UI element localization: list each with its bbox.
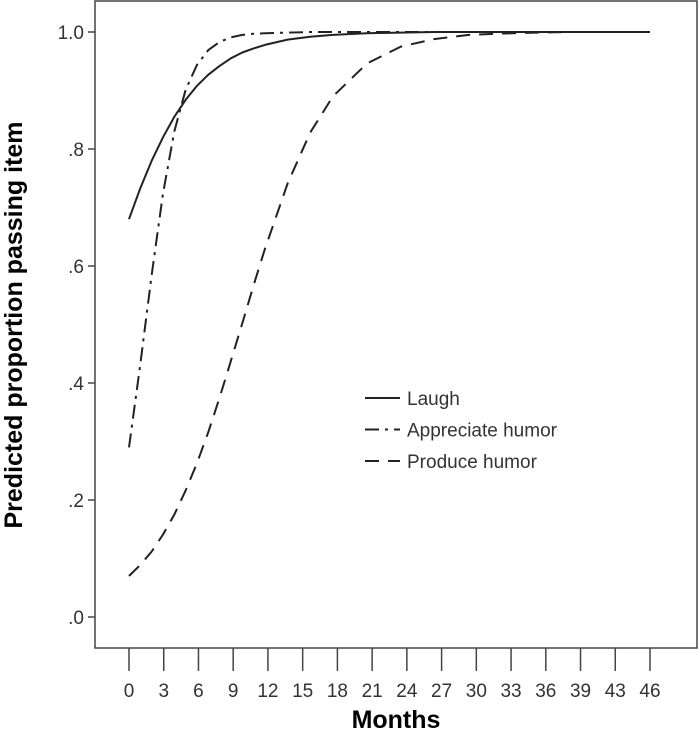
y-tick-label: .2 [68, 491, 84, 512]
plot-frame [94, 0, 698, 649]
x-tick-label: 46 [639, 681, 660, 702]
x-tick-label: 33 [500, 681, 521, 702]
legend-label-appreciate-humor: Appreciate humor [407, 421, 558, 442]
series-line-produce-humor [128, 31, 650, 577]
y-tick-label: .0 [68, 608, 84, 629]
x-tick-label: 15 [292, 681, 313, 702]
x-tick-label: 6 [193, 681, 204, 702]
y-tick-label: .6 [68, 257, 84, 278]
series-line-appreciate-humor [128, 31, 650, 448]
y-axis: .0 .2 .4 .6 .8 1.0 [58, 23, 95, 629]
x-tick-label: 36 [535, 681, 556, 702]
x-tick-label: 21 [362, 681, 383, 702]
x-tick-label: 9 [228, 681, 239, 702]
legend-label-produce-humor: Produce humor [407, 452, 538, 473]
x-tick-label: 27 [431, 681, 452, 702]
y-tick-label: .8 [68, 140, 84, 161]
series-lines [128, 31, 650, 577]
x-tick-label: 30 [466, 681, 487, 702]
y-axis-label: Predicted proportion passing item [0, 122, 28, 529]
x-tick-label: 18 [327, 681, 348, 702]
legend-label-laugh: Laugh [407, 389, 460, 410]
x-tick-label: 39 [570, 681, 591, 702]
x-tick-label: 12 [257, 681, 278, 702]
x-tick-label: 0 [124, 681, 135, 702]
x-tick-label: 3 [158, 681, 169, 702]
y-tick-label: 1.0 [58, 23, 84, 44]
x-axis: 0 3 6 9 12 15 18 21 24 27 30 33 36 39 43 46 [124, 648, 661, 702]
x-tick-label: 43 [605, 681, 626, 702]
y-tick-label: .4 [68, 374, 84, 395]
x-tick-label: 24 [396, 681, 418, 702]
x-axis-label: Months [352, 706, 441, 734]
legend: Laugh Appreciate humor Produce humor [365, 389, 558, 473]
